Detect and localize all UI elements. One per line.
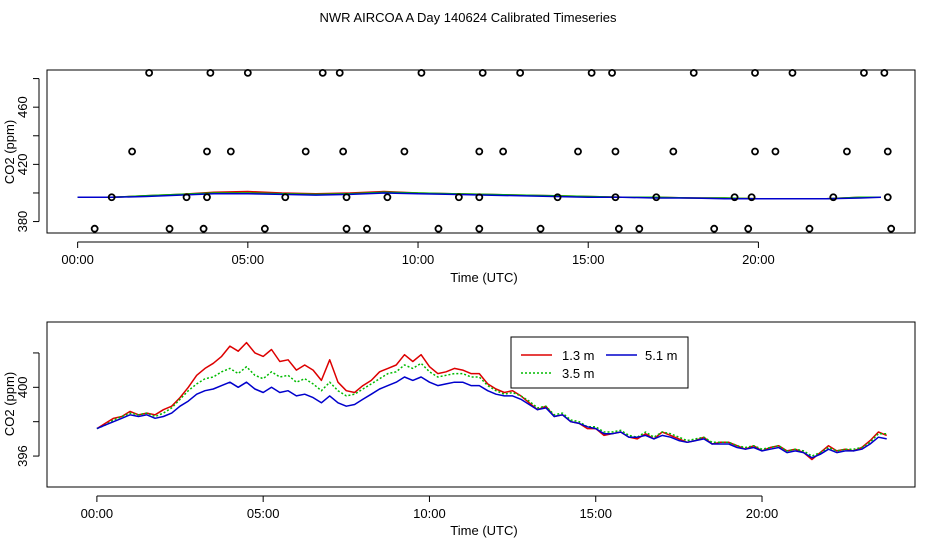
- top-plot-frame: [46, 69, 916, 234]
- calibration-point: [883, 147, 892, 156]
- legend-label-1-3m: 1.3 m: [562, 348, 595, 363]
- top-axes: 00:00 05:00 10:00 15:00 20:00 380 420 460: [15, 78, 775, 267]
- bottom-x-tick-label: 05:00: [247, 506, 280, 521]
- top-series-5-1-m: [77, 192, 882, 200]
- top-y-tick-label: 460: [15, 96, 30, 118]
- calibration-point: [860, 68, 868, 77]
- top-x-axis-label: Time (UTC): [450, 270, 517, 285]
- calibration-point: [574, 147, 582, 156]
- top-y-tick-label: 420: [15, 154, 30, 176]
- calibration-point: [226, 147, 235, 156]
- calibration-point: [587, 68, 596, 77]
- bottom-x-axis-label: Time (UTC): [450, 523, 517, 538]
- calibration-point: [499, 147, 508, 156]
- top-x-tick-label: 15:00: [572, 252, 605, 267]
- calibration-point: [880, 68, 889, 77]
- calibration-point: [400, 147, 409, 156]
- calibration-point: [751, 68, 759, 77]
- calibration-point: [318, 68, 327, 77]
- calibration-point: [771, 147, 780, 156]
- bottom-axes: 00:00 05:00 10:00 15:00 20:00 396 400: [15, 352, 779, 521]
- calibration-point: [475, 147, 484, 156]
- bottom-x-tick-label: 20:00: [746, 506, 779, 521]
- calibration-point: [363, 224, 371, 233]
- calibration-point: [165, 224, 174, 233]
- calibration-point: [536, 224, 545, 233]
- calibration-point: [611, 147, 620, 156]
- calibration-point: [342, 224, 351, 233]
- top-x-tick-label: 10:00: [402, 252, 435, 267]
- calibration-point: [635, 224, 644, 233]
- top-series-lines: [77, 190, 882, 200]
- calibration-point: [611, 193, 620, 202]
- bottom-plot-frame: [46, 321, 916, 488]
- calibration-point: [383, 193, 392, 202]
- legend-box: [510, 336, 689, 389]
- calibration-point: [417, 68, 426, 77]
- bottom-series-3-5-m: [96, 362, 887, 457]
- calibration-point: [243, 68, 252, 77]
- bottom-series-5-1-m: [96, 376, 887, 459]
- calibration-point: [434, 224, 443, 233]
- top-calibration-points: [90, 68, 896, 233]
- calibration-point: [744, 224, 753, 233]
- chart-title: NWR AIRCOA A Day 140624 Calibrated Times…: [320, 10, 617, 25]
- calibration-point: [90, 224, 99, 233]
- calibration-point: [788, 68, 797, 77]
- calibration-point: [829, 193, 838, 202]
- calibration-point: [805, 224, 814, 233]
- calibration-point: [182, 193, 191, 202]
- calibration-point: [206, 68, 215, 77]
- calibration-point: [203, 193, 211, 202]
- calibration-point: [553, 193, 562, 202]
- calibration-point: [199, 224, 208, 233]
- top-x-tick-label: 20:00: [742, 252, 775, 267]
- calibration-point: [614, 224, 623, 233]
- calibration-point: [608, 68, 616, 77]
- calibration-point: [454, 193, 463, 202]
- calibration-point: [342, 193, 351, 202]
- bottom-x-tick-label: 00:00: [81, 506, 114, 521]
- bottom-y-tick-label: 400: [15, 376, 30, 398]
- legend-label-5-1m: 5.1 m: [645, 348, 678, 363]
- top-y-axis-label: CO2 (ppm): [2, 120, 17, 184]
- calibration-point: [843, 147, 851, 156]
- bottom-x-tick-label: 15:00: [579, 506, 612, 521]
- calibration-point: [669, 147, 678, 156]
- calibration-point: [478, 68, 487, 77]
- bottom-series-lines: [96, 341, 887, 461]
- bottom-panel: 00:00 05:00 10:00 15:00 20:00 396 400 Time (UT…: [2, 321, 916, 538]
- top-x-tick-label: 05:00: [232, 252, 265, 267]
- bottom-y-axis-label: CO2 (ppm): [2, 372, 17, 436]
- top-y-tick-label: 380: [15, 211, 30, 233]
- calibration-point: [751, 147, 759, 156]
- calibration-point: [652, 193, 661, 202]
- calibration-point: [730, 193, 739, 202]
- calibration-point: [339, 147, 348, 156]
- calibration-point: [301, 147, 310, 156]
- calibration-point: [516, 68, 525, 77]
- legend-label-3-5m: 3.5 m: [562, 366, 595, 381]
- calibration-point: [335, 68, 344, 77]
- calibration-point: [710, 224, 719, 233]
- calibration-point: [475, 193, 484, 202]
- calibration-point: [747, 193, 756, 202]
- calibration-point: [203, 147, 211, 156]
- top-x-tick-label: 00:00: [61, 252, 94, 267]
- legend: 1.3 m 3.5 m 5.1 m: [510, 336, 689, 389]
- bottom-x-tick-label: 10:00: [413, 506, 446, 521]
- calibration-point: [281, 193, 290, 202]
- bottom-series-1-3-m: [96, 341, 887, 461]
- calibration-point: [887, 224, 896, 233]
- calibration-point: [883, 193, 892, 202]
- calibration-point: [128, 147, 136, 156]
- bottom-y-tick-label: 396: [15, 445, 30, 467]
- calibration-point: [475, 224, 484, 233]
- top-panel: 00:00 05:00 10:00 15:00 20:00 380 420 460 Time …: [2, 68, 916, 285]
- calibration-point: [145, 68, 154, 77]
- calibration-point: [107, 193, 116, 202]
- calibration-point: [260, 224, 269, 233]
- calibration-point: [689, 68, 698, 77]
